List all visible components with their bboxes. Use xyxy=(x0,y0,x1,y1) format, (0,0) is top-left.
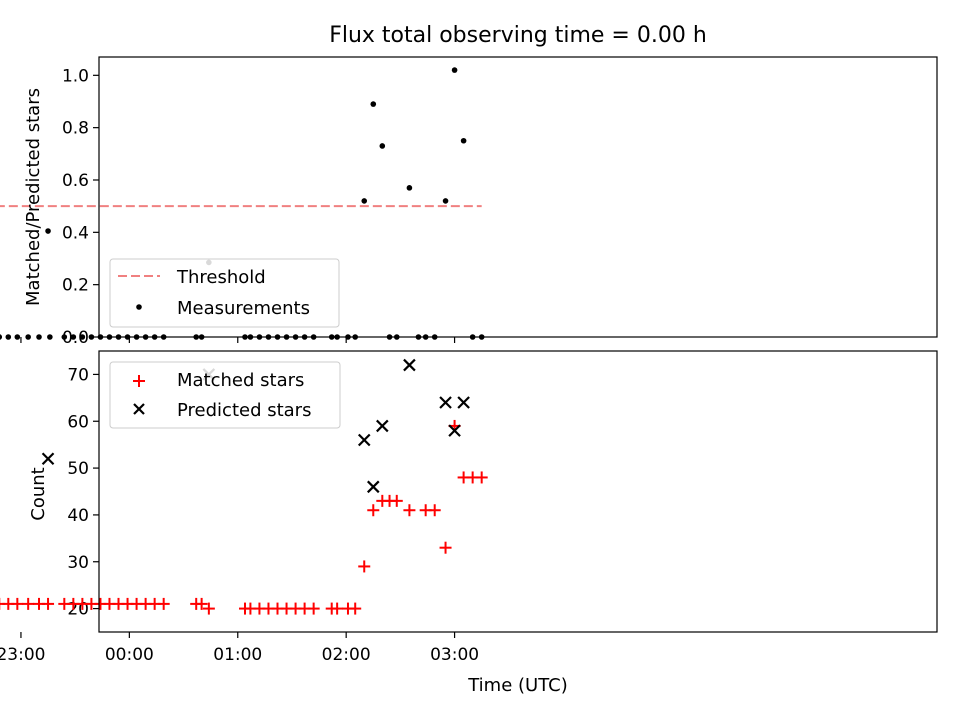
top-y-tick-label: 0.8 xyxy=(62,119,89,139)
measurement-point xyxy=(14,334,21,340)
measurement-point xyxy=(88,334,95,340)
bottom-x-tick-label: 00:00 xyxy=(105,645,154,665)
bottom-x-tick-label: 01:00 xyxy=(213,645,262,665)
measurement-point xyxy=(460,137,467,144)
predicted-stars-point xyxy=(439,396,452,409)
top-y-tick-label: 0.4 xyxy=(62,223,89,243)
matched-stars-series xyxy=(0,419,488,615)
chart-title: Flux total observing time = 0.00 h xyxy=(329,23,707,48)
matched-stars-point xyxy=(307,602,320,615)
measurement-point xyxy=(0,334,3,340)
legend-measurements-swatch xyxy=(136,304,142,310)
matched-stars-point xyxy=(11,597,24,610)
matched-stars-point xyxy=(195,597,208,610)
legend-predicted-label: Predicted stars xyxy=(177,400,311,421)
bottom-y-tick-label: 60 xyxy=(67,412,89,432)
measurement-point xyxy=(45,228,51,234)
legend-matched-swatch xyxy=(133,375,145,387)
x-axis-label: Time (UTC) xyxy=(467,675,568,696)
predicted-stars-point xyxy=(403,358,416,372)
measurement-point xyxy=(406,185,413,191)
measurement-point xyxy=(442,198,449,204)
measurement-point xyxy=(361,198,368,204)
measurement-point xyxy=(379,143,386,149)
measurement-point xyxy=(36,334,42,340)
bottom-y-tick-label: 30 xyxy=(67,553,89,573)
legend-matched-label: Matched stars xyxy=(177,370,304,391)
top-axes-frame xyxy=(98,56,938,338)
measurement-point xyxy=(70,334,77,340)
top-y-axis-label: Matched/Predicted stars xyxy=(23,88,44,306)
matched-stars-point xyxy=(475,471,488,484)
bottom-axes-frame xyxy=(98,350,938,633)
matched-stars-point xyxy=(42,597,55,610)
measurement-point xyxy=(5,334,12,340)
bottom-y-tick-label: 50 xyxy=(67,459,89,479)
bottom-x-tick-label: 03:00 xyxy=(430,645,479,665)
predicted-stars-point xyxy=(366,480,380,494)
matched-stars-point xyxy=(22,597,35,610)
predicted-stars-point xyxy=(457,396,470,409)
matched-stars-point xyxy=(202,602,215,615)
bottom-y-tick-label: 70 xyxy=(67,365,89,385)
measurement-point xyxy=(370,101,377,107)
predicted-stars-point xyxy=(376,419,389,433)
bottom-y-tick-label: 20 xyxy=(67,600,89,620)
measurement-point xyxy=(47,334,53,340)
matched-stars-point xyxy=(390,494,403,507)
matched-stars-point xyxy=(428,504,441,517)
legend-predicted-swatch xyxy=(133,403,145,415)
measurement-point xyxy=(61,334,68,340)
top-y-tick-label: 0.2 xyxy=(62,276,89,296)
measurement-point xyxy=(451,67,458,73)
predicted-stars-point xyxy=(41,452,55,465)
predicted-stars-point xyxy=(357,433,371,447)
bottom-x-tick-label: 02:00 xyxy=(322,645,371,665)
top-y-tick-label: 1.0 xyxy=(62,66,89,86)
bottom-y-axis-label: Count xyxy=(28,467,49,520)
matched-stars-point xyxy=(367,504,380,517)
top-panel: 0.00.20.40.60.81.0 Matched/Predicted sta… xyxy=(0,56,938,348)
top-y-tick-label: 0.6 xyxy=(62,171,89,191)
top-legend: Threshold Measurements xyxy=(109,258,340,328)
legend-measurements-label: Measurements xyxy=(177,298,310,319)
legend-threshold-label: Threshold xyxy=(176,267,266,288)
matched-stars-point xyxy=(358,560,371,573)
predicted-stars-point xyxy=(448,424,461,437)
bottom-legend: Matched stars Predicted stars xyxy=(109,361,341,429)
measurement-point xyxy=(25,334,31,340)
top-x-ticks xyxy=(20,337,456,343)
matched-stars-point xyxy=(349,602,362,615)
bottom-x-tick-label: 23:00 xyxy=(0,645,45,665)
measurement-point xyxy=(79,334,86,340)
matched-stars-point xyxy=(403,504,416,517)
bottom-y-tick-label: 40 xyxy=(67,506,89,526)
matched-stars-point xyxy=(439,541,452,554)
matched-stars-point xyxy=(157,597,170,610)
matched-stars-point xyxy=(331,602,344,615)
